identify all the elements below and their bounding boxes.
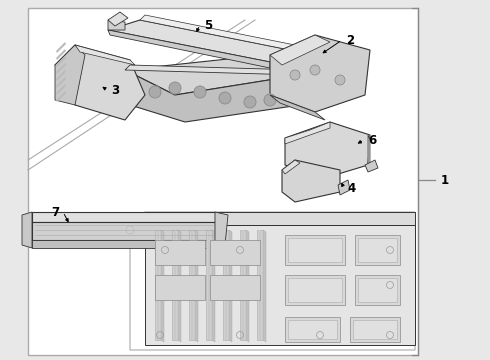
Circle shape [290,70,300,80]
Text: 7: 7 [51,206,59,219]
Polygon shape [208,230,210,340]
Polygon shape [130,212,415,350]
Polygon shape [56,56,66,67]
Polygon shape [75,45,135,65]
Polygon shape [270,35,370,112]
Polygon shape [263,230,266,342]
Polygon shape [155,230,161,340]
Polygon shape [191,230,193,340]
Bar [358,278,397,302]
Polygon shape [174,230,176,340]
Bar [155,240,205,265]
Polygon shape [145,225,415,345]
Text: 3: 3 [111,84,119,96]
Polygon shape [157,230,159,340]
Polygon shape [108,20,125,30]
Polygon shape [55,45,85,105]
Polygon shape [242,230,244,340]
Polygon shape [257,230,263,340]
Polygon shape [56,70,66,81]
Circle shape [169,82,181,94]
Bar [210,275,260,300]
Circle shape [335,75,345,85]
Polygon shape [215,212,228,248]
Polygon shape [32,222,215,240]
Bar [288,320,337,339]
Polygon shape [246,230,249,342]
Polygon shape [172,230,178,340]
Polygon shape [240,230,246,340]
Bar [28,8,418,355]
Bar [355,275,400,305]
Circle shape [149,86,161,98]
Text: 6: 6 [368,134,376,147]
Polygon shape [259,230,261,340]
Polygon shape [178,230,181,342]
Polygon shape [368,135,370,165]
Polygon shape [212,230,215,342]
Bar [155,275,205,300]
Bar [288,278,342,302]
Polygon shape [125,70,300,122]
Circle shape [264,94,276,106]
Circle shape [310,65,320,75]
Circle shape [219,92,231,104]
Polygon shape [161,230,164,342]
Polygon shape [55,45,145,120]
Text: 2: 2 [346,33,354,46]
Polygon shape [189,230,195,340]
Bar [285,275,345,305]
Circle shape [244,96,256,108]
Polygon shape [56,49,66,60]
Polygon shape [270,35,330,65]
Bar [285,235,345,265]
Bar [355,235,400,265]
Polygon shape [282,160,340,202]
Polygon shape [140,15,295,50]
Polygon shape [56,63,66,74]
Polygon shape [56,91,66,102]
Polygon shape [282,160,300,174]
Polygon shape [108,30,270,68]
Bar [288,238,342,262]
Polygon shape [206,230,212,340]
Polygon shape [125,55,300,95]
Polygon shape [195,230,198,342]
Polygon shape [223,230,229,340]
Polygon shape [225,230,227,340]
Circle shape [194,86,206,98]
Polygon shape [338,180,350,195]
Polygon shape [125,65,300,75]
Polygon shape [32,212,215,222]
Bar [210,240,260,265]
Polygon shape [285,122,370,178]
Polygon shape [56,42,66,53]
Polygon shape [145,212,415,225]
Polygon shape [108,12,128,26]
Polygon shape [229,230,232,342]
Polygon shape [32,240,215,248]
Text: 4: 4 [348,181,356,194]
Text: 1: 1 [441,174,449,186]
Bar [353,320,397,339]
Polygon shape [56,84,66,95]
Polygon shape [365,160,378,172]
Polygon shape [108,20,290,62]
Bar [285,317,340,342]
Polygon shape [56,77,66,88]
Polygon shape [22,212,32,248]
Polygon shape [285,122,330,144]
Text: 5: 5 [204,18,212,32]
Bar [350,317,400,342]
Bar [358,238,397,262]
Polygon shape [270,95,325,120]
